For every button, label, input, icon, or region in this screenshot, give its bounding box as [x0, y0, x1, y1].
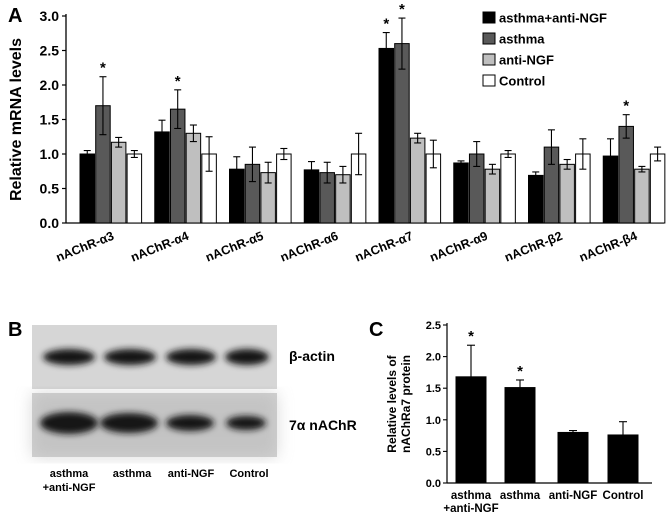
panel-a-bar [453, 162, 469, 224]
panel-c-bar [607, 434, 639, 484]
panel-c-protein-chart: C 0.0 0.5 1.0 1.5 2.0 2.5 Relative levels of nA… [369, 319, 652, 515]
panel-c-y-axis-label: nAChRa7 protein [399, 355, 413, 453]
panel-a-category-label: nAChR-β4 [577, 229, 639, 265]
panel-c-letter: C [369, 319, 383, 341]
panel-a-legend-swatch [482, 74, 496, 87]
blot-band-beta-actin [225, 349, 269, 365]
panel-a-bars: * * * * * [79, 1, 666, 224]
panel-a-category-label: nAChR-β2 [503, 229, 565, 265]
panel-c-category-label: +anti-NGF [443, 503, 498, 515]
panel-a-category-label: nAChR-α3 [54, 229, 116, 265]
blot-band-nachr [226, 416, 266, 430]
panel-b-western-blot: B β-actin 7α nAChR asthma +anti-NGF asthma an… [8, 319, 357, 494]
blot-lane-label: Control [229, 468, 268, 480]
panel-a-y-axis-label: Relative mRNA levels [8, 38, 25, 201]
panel-c-bars: ** [455, 328, 639, 484]
panel-a-y-tick-label: 0.5 [40, 181, 60, 197]
panel-c-y-tick-label: 0.0 [426, 478, 441, 490]
panel-a-significance-star: * [100, 60, 106, 77]
panel-a-y-tick-label: 2.0 [40, 77, 60, 93]
panel-a-category-label: nAChR-α7 [353, 229, 415, 265]
blot-lane-label: +anti-NGF [43, 482, 96, 494]
panel-a-y-tick-label: 2.5 [40, 43, 60, 59]
panel-c-y-axis-label: Relative levels of [385, 354, 399, 452]
panel-a-legend-swatch [482, 53, 496, 66]
panel-a-bar [528, 174, 544, 224]
panel-a-axes: 0.0 0.5 1.0 1.5 2.0 2.5 3.0 Relative mRNA level… [8, 8, 664, 265]
panel-c-category-label: Control [603, 490, 644, 502]
panel-a-y-tick-label: 1.0 [40, 146, 60, 162]
panel-a-bar [394, 43, 410, 224]
panel-a-category-label: nAChR-α6 [278, 229, 340, 265]
panel-a-significance-star: * [399, 1, 405, 18]
blot-band-beta-actin [166, 349, 216, 365]
panel-a-bar [500, 153, 516, 224]
panel-a-bar [378, 47, 394, 224]
panel-a-y-tick-label: 3.0 [40, 8, 60, 24]
panel-a-significance-star: * [383, 16, 389, 33]
panel-a-significance-star: * [175, 73, 181, 90]
panel-a-bar [618, 125, 634, 224]
panel-a-letter: A [8, 5, 22, 27]
panel-a-y-tick-label: 0.0 [40, 215, 60, 231]
blot-row-label-nachr: 7α nAChR [289, 417, 357, 433]
panel-a-mrna-chart: A 0.0 0.5 1.0 1.5 2.0 2.5 3.0 Relative mRNA lev… [8, 1, 666, 265]
panel-a-category-label: nAChR-α9 [428, 229, 490, 265]
panel-c-category-label: asthma [500, 490, 541, 502]
panel-a-legend-label: anti-NGF [499, 53, 554, 68]
panel-a-legend: asthma+anti-NGF asthma anti-NGF Control [482, 11, 607, 89]
panel-c-axes: 0.0 0.5 1.0 1.5 2.0 2.5 Relative levels of nACh… [385, 320, 652, 515]
panel-c-y-tick-label: 1.5 [426, 383, 441, 395]
panel-a-bar [154, 131, 170, 224]
panel-a-legend-label: asthma+anti-NGF [499, 11, 607, 26]
panel-c-bar [557, 431, 589, 484]
panel-a-bar [110, 141, 127, 224]
panel-c-y-tick-label: 2.0 [426, 352, 441, 364]
panel-a-bar [634, 168, 650, 224]
panel-c-y-tick-label: 0.5 [426, 446, 441, 458]
panel-a-legend-swatch [482, 11, 496, 24]
panel-b-labels: β-actin 7α nAChR asthma +anti-NGF asthma anti… [43, 348, 357, 494]
panel-c-category-label: asthma [451, 490, 492, 502]
panel-c-bar [504, 387, 536, 484]
panel-a-bar [79, 153, 95, 224]
blot-band-nachr [100, 413, 158, 433]
panel-a-bar [649, 153, 666, 224]
panel-a-significance-star: * [623, 98, 629, 115]
panel-a-legend-label: Control [499, 74, 545, 89]
blot-row-label-beta-actin: β-actin [289, 348, 335, 364]
blot-lane-label: asthma [50, 468, 89, 480]
panel-c-y-tick-label: 2.5 [426, 320, 441, 332]
panel-a-category-label: nAChR-α5 [203, 229, 265, 265]
panel-a-legend-label: asthma [499, 32, 545, 47]
blot-lane-label: anti-NGF [168, 468, 215, 480]
panel-c-significance-star: * [468, 328, 474, 345]
panel-a-bar [185, 132, 202, 224]
panel-a-y-tick-label: 1.5 [40, 112, 60, 128]
blot-lane-label: asthma [113, 468, 152, 480]
panel-a-bar [559, 163, 575, 224]
blot-band-nachr [166, 415, 214, 431]
panel-c-y-tick-label: 1.0 [426, 415, 441, 427]
panel-b-blot-image [32, 325, 277, 457]
panel-a-category-label: nAChR-α4 [129, 229, 191, 265]
panel-c-category-label: anti-NGF [549, 490, 598, 502]
panel-b-letter: B [8, 319, 22, 341]
panel-a-bar [276, 153, 292, 224]
panel-a-bar [409, 137, 426, 224]
blot-band-beta-actin [43, 349, 95, 365]
panel-a-bar [126, 153, 143, 224]
panel-a-legend-swatch [482, 32, 496, 45]
panel-c-bar [455, 376, 487, 484]
panel-a-bar [484, 168, 501, 224]
panel-c-significance-star: * [517, 363, 523, 380]
blot-band-nachr [40, 412, 98, 434]
blot-band-beta-actin [104, 349, 156, 365]
